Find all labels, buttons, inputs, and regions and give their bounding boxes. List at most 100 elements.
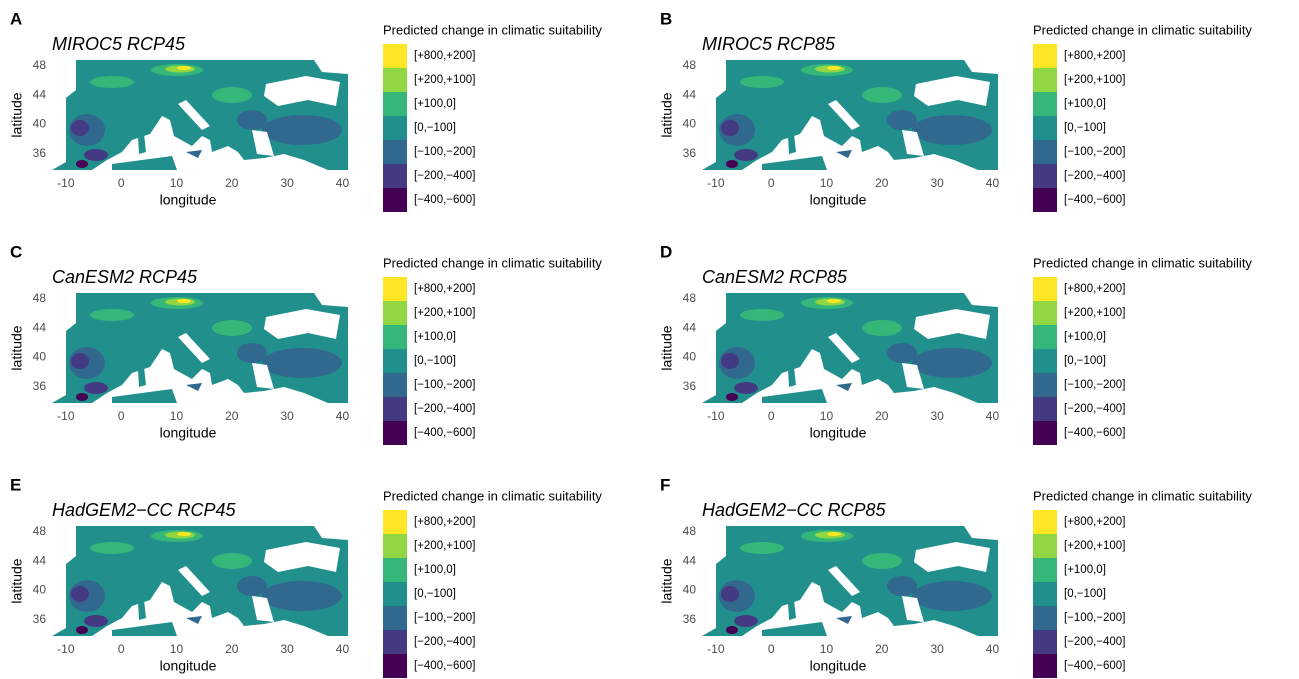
- x-tick-label: 0: [768, 409, 775, 423]
- legend-swatch: [383, 92, 407, 116]
- y-tick-label: 48: [683, 524, 697, 538]
- y-tick-label: 48: [33, 291, 47, 305]
- x-axis-title: longitude: [810, 425, 867, 441]
- legend-swatch: [383, 277, 407, 301]
- legend-label: [−400,−600]: [414, 660, 475, 672]
- x-tick-label: 30: [930, 409, 944, 423]
- legend-swatch: [1033, 116, 1057, 140]
- x-tick-label: 40: [986, 176, 1000, 190]
- legend-label: [−400,−600]: [414, 427, 475, 439]
- legend-swatch: [1033, 92, 1057, 116]
- legend-label: [−400,−600]: [1064, 194, 1125, 206]
- legend-swatch: [1033, 510, 1057, 534]
- legend-label: [+200,+100]: [1064, 540, 1125, 552]
- x-tick-label: -10: [707, 176, 725, 190]
- legend-swatch: [383, 188, 407, 212]
- legend-title: Predicted change in climatic suitability: [1033, 488, 1252, 503]
- x-axis-title: longitude: [810, 192, 867, 208]
- legend-label: [−100,−200]: [1064, 379, 1125, 391]
- x-axis-title: longitude: [160, 658, 217, 674]
- y-axis-title: latitude: [9, 92, 25, 137]
- legend-swatch: [1033, 421, 1057, 445]
- legend-swatch: [1033, 606, 1057, 630]
- x-tick-label: -10: [707, 409, 725, 423]
- x-tick-label: 30: [930, 176, 944, 190]
- panel: D CanESM2 RCP85 -10 0 10 20 30 40 36 40 44 48 longit…: [659, 242, 1252, 445]
- legend-title: Predicted change in climatic suitability: [383, 22, 602, 37]
- legend-label: [+100,0]: [1064, 331, 1106, 343]
- legend-swatch: [1033, 654, 1057, 678]
- legend-swatch: [383, 606, 407, 630]
- legend-swatch: [1033, 277, 1057, 301]
- legend-swatch: [383, 68, 407, 92]
- x-tick-label: 20: [875, 409, 889, 423]
- panel-label: A: [10, 9, 22, 28]
- legend-title: Predicted change in climatic suitability: [1033, 22, 1252, 37]
- map-title: HadGEM2−CC RCP45: [52, 500, 237, 520]
- legend-label: [−200,−400]: [414, 170, 475, 182]
- y-axis-title: latitude: [9, 325, 25, 370]
- x-tick-label: 40: [336, 642, 350, 656]
- legend-swatch: [383, 373, 407, 397]
- x-tick-label: 40: [986, 642, 1000, 656]
- legend-label: [0,−100]: [414, 122, 456, 134]
- y-tick-label: 48: [33, 58, 47, 72]
- y-tick-label: 44: [683, 320, 697, 334]
- x-axis-title: longitude: [810, 658, 867, 674]
- legend-label: [−400,−600]: [1064, 660, 1125, 672]
- panel-label: D: [660, 242, 672, 261]
- legend-label: [+800,+200]: [1064, 50, 1125, 62]
- legend-swatch: [383, 654, 407, 678]
- legend-swatch: [1033, 397, 1057, 421]
- y-tick-label: 40: [683, 117, 697, 131]
- x-tick-label: 30: [280, 409, 294, 423]
- y-tick-label: 48: [683, 291, 697, 305]
- y-tick-label: 40: [33, 117, 47, 131]
- x-tick-label: 10: [820, 409, 834, 423]
- y-tick-label: 36: [683, 379, 697, 393]
- legend-swatch: [1033, 373, 1057, 397]
- x-tick-label: 10: [170, 176, 184, 190]
- legend-label: [+100,0]: [1064, 564, 1106, 576]
- legend-swatch: [1033, 349, 1057, 373]
- legend-label: [+200,+100]: [414, 307, 475, 319]
- panel: E HadGEM2−CC RCP45 -10 0 10 20 30 40 36 40 44 48 lon…: [9, 475, 602, 678]
- map: [702, 526, 998, 636]
- x-tick-label: 40: [986, 409, 1000, 423]
- legend-swatch: [383, 510, 407, 534]
- x-axis-title: longitude: [160, 192, 217, 208]
- map-title: HadGEM2−CC RCP85: [702, 500, 887, 520]
- x-tick-label: 0: [118, 409, 125, 423]
- legend-label: [+200,+100]: [1064, 74, 1125, 86]
- x-tick-label: 30: [280, 176, 294, 190]
- legend-label: [−100,−200]: [414, 379, 475, 391]
- panel: A MIROC5 RCP45 -10 0 10 20 30 40 36 40 44 48 longitu…: [9, 9, 602, 212]
- legend-label: [+800,+200]: [1064, 516, 1125, 528]
- legend-swatch: [383, 397, 407, 421]
- legend-label: [−100,−200]: [1064, 146, 1125, 158]
- legend-swatch: [383, 301, 407, 325]
- x-tick-label: 20: [225, 642, 239, 656]
- legend-label: [0,−100]: [414, 355, 456, 367]
- legend-label: [−100,−200]: [1064, 612, 1125, 624]
- x-tick-label: 10: [170, 642, 184, 656]
- y-tick-label: 44: [33, 87, 47, 101]
- panel: F HadGEM2−CC RCP85 -10 0 10 20 30 40 36 40 44 48 lon…: [659, 475, 1252, 678]
- map: [52, 60, 348, 170]
- y-tick-label: 36: [683, 612, 697, 626]
- y-tick-label: 48: [683, 58, 697, 72]
- legend-label: [+200,+100]: [414, 540, 475, 552]
- x-tick-label: 10: [170, 409, 184, 423]
- y-axis-title: latitude: [659, 558, 675, 603]
- legend-title: Predicted change in climatic suitability: [383, 488, 602, 503]
- y-tick-label: 36: [683, 146, 697, 160]
- map-raster: [52, 293, 348, 403]
- legend-label: [−200,−400]: [414, 403, 475, 415]
- x-tick-label: 40: [336, 176, 350, 190]
- y-tick-label: 44: [683, 553, 697, 567]
- legend-label: [−200,−400]: [414, 636, 475, 648]
- y-tick-label: 40: [33, 583, 47, 597]
- legend-label: [0,−100]: [1064, 355, 1106, 367]
- map-title: MIROC5 RCP45: [52, 34, 186, 54]
